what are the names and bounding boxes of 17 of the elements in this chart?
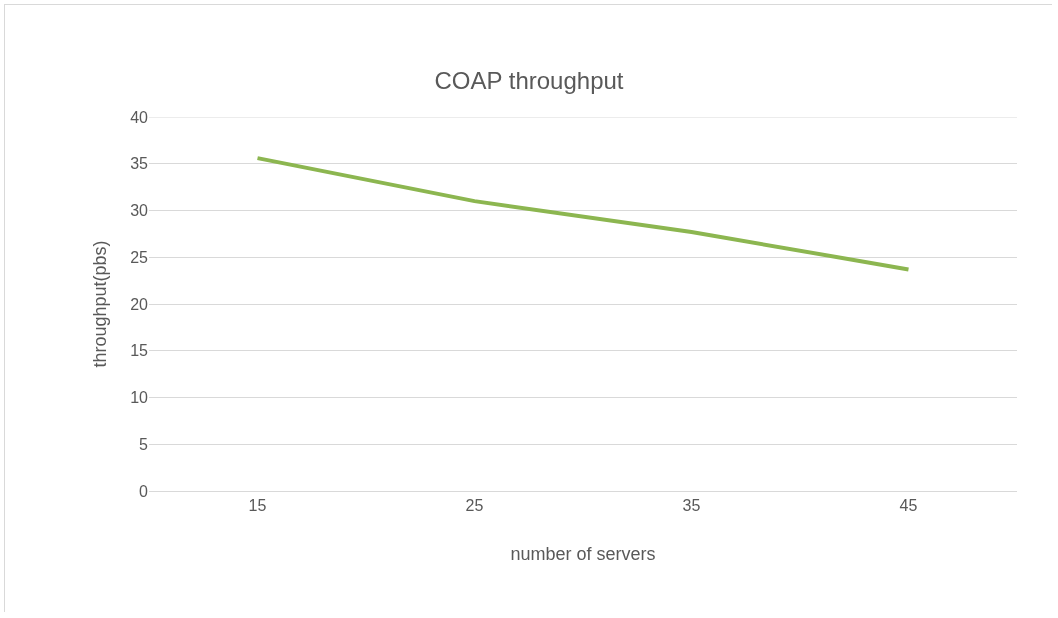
y-tick-label: 25: [130, 248, 149, 266]
y-tick-label: 15: [130, 342, 149, 360]
y-tick-label: 5: [139, 435, 149, 453]
y-tick-label: 10: [130, 389, 149, 407]
x-tick-label: 25: [465, 497, 484, 515]
y-axis-title: throughput(pbs): [90, 240, 111, 368]
y-tick-label: 20: [130, 295, 149, 313]
x-tick-label: 35: [682, 497, 701, 515]
x-tick-label: 15: [248, 497, 267, 515]
x-axis-title: number of servers: [510, 544, 656, 565]
y-tick-label: 30: [130, 202, 149, 220]
chart-title: COAP throughput: [434, 67, 624, 95]
y-tick-label: 40: [130, 108, 149, 126]
x-tick-label: 45: [899, 497, 918, 515]
y-tick-label: 35: [130, 155, 149, 173]
y-tick-label: 0: [139, 482, 149, 500]
line-series: [255, 156, 911, 272]
